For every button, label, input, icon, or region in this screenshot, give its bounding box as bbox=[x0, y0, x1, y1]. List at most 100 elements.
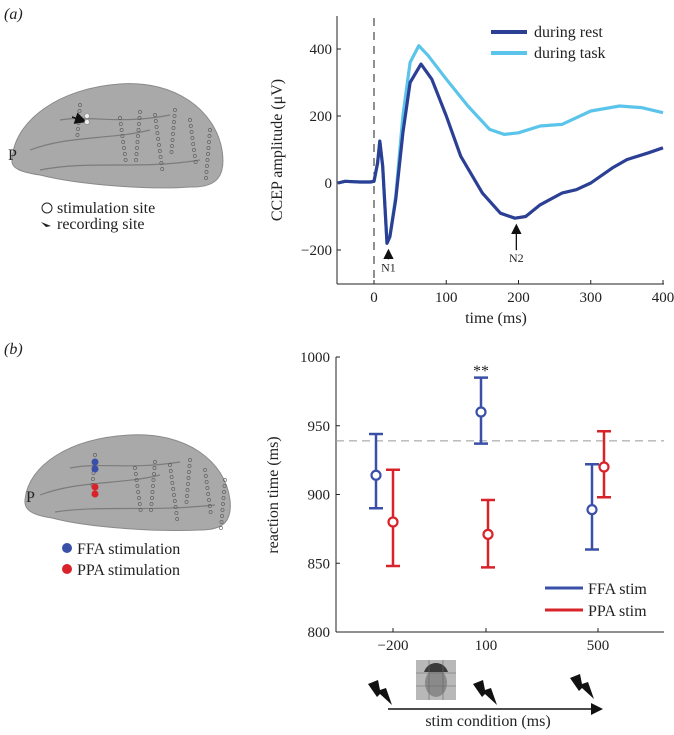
x-tick-label: 100 bbox=[475, 638, 498, 654]
x-tick-label: 300 bbox=[580, 290, 603, 306]
electrode-dot bbox=[220, 508, 225, 512]
electrode-dot bbox=[133, 472, 138, 476]
significance-marker: ** bbox=[473, 363, 489, 380]
y-tick-label: 400 bbox=[310, 42, 333, 58]
electrode-dot bbox=[206, 492, 211, 496]
electrode-dot bbox=[171, 126, 176, 130]
electrode-dot bbox=[136, 128, 141, 132]
electrode-dot bbox=[171, 132, 175, 136]
electrode-dot bbox=[136, 490, 141, 494]
x-tick-label: 400 bbox=[652, 290, 674, 306]
legend-recording-site: recording site bbox=[57, 216, 145, 233]
electrode-dot bbox=[193, 160, 198, 164]
electrode-dot bbox=[189, 130, 194, 134]
electrode-dot bbox=[184, 500, 189, 504]
electrode-dot bbox=[159, 161, 164, 165]
electrode-dot bbox=[190, 136, 195, 140]
error-bar-PPA-stim bbox=[597, 430, 611, 499]
electrode-dot bbox=[207, 134, 212, 138]
electrode-dot bbox=[120, 134, 125, 138]
electrode-dot bbox=[134, 152, 139, 156]
electrode-dot bbox=[93, 453, 97, 457]
electrode-dot bbox=[153, 113, 157, 117]
x-tick-label: 500 bbox=[587, 638, 610, 654]
electrode-dot bbox=[152, 466, 157, 470]
electrode-dot bbox=[156, 137, 161, 141]
electrode-dot bbox=[157, 149, 162, 153]
electrode-dot bbox=[208, 510, 213, 514]
panel-a-label: (a) bbox=[4, 6, 23, 23]
y-axis-label: reaction time (ms) bbox=[265, 436, 282, 553]
electrode-dot bbox=[136, 134, 140, 138]
electrode-dot bbox=[206, 146, 211, 150]
y-tick-label: 800 bbox=[308, 625, 331, 641]
electrode-dot bbox=[149, 502, 154, 506]
electrode-dot bbox=[185, 488, 190, 492]
face-image bbox=[416, 660, 456, 700]
data-point bbox=[370, 469, 382, 481]
electrode-dot bbox=[123, 158, 128, 162]
electrode-dot bbox=[137, 502, 142, 506]
electrode-dot bbox=[187, 470, 191, 474]
electrode-dot bbox=[172, 114, 177, 118]
electrode-dot bbox=[204, 170, 209, 174]
electrode-dot bbox=[119, 128, 124, 132]
electrode-dot bbox=[150, 490, 155, 494]
ccep-chart: 0 100 200 300 400 −200 0 200 400 CCEP amplitude … bbox=[269, 16, 674, 327]
open-circle-icon bbox=[41, 202, 53, 214]
electrode-dot bbox=[221, 496, 226, 500]
x-tick-label: 0 bbox=[370, 290, 378, 306]
y-tick-label: 950 bbox=[308, 419, 331, 435]
electrode-dot bbox=[172, 120, 176, 124]
error-bar-FFA-stim bbox=[474, 376, 488, 445]
electrode-dot bbox=[192, 148, 196, 152]
electrode-dot bbox=[222, 484, 227, 488]
x-tick-label: 200 bbox=[507, 290, 530, 306]
electrode-dot bbox=[135, 140, 140, 144]
lightning-icon bbox=[368, 680, 392, 705]
electrode-dot bbox=[169, 475, 174, 479]
error-bar-PPA-stim bbox=[481, 498, 495, 569]
electrode-dot bbox=[135, 484, 140, 488]
electrode-dot bbox=[137, 122, 141, 126]
electrode-dot bbox=[222, 490, 226, 494]
x-tick-label: 100 bbox=[435, 290, 458, 306]
electrode-dot bbox=[122, 152, 127, 156]
panel-b-label: (b) bbox=[4, 341, 23, 358]
electrode-dot bbox=[168, 469, 173, 473]
legend-label: FFA stim bbox=[588, 581, 647, 598]
electrode-dot bbox=[149, 508, 153, 512]
electrode-dot bbox=[205, 158, 210, 162]
electrode-dot bbox=[173, 108, 177, 112]
electrode-dot bbox=[185, 494, 189, 498]
electrode-dot bbox=[151, 484, 155, 488]
electrode-dot bbox=[186, 482, 190, 486]
electrode-dot bbox=[170, 138, 175, 142]
electrode-dot bbox=[137, 496, 141, 500]
electrode-dot bbox=[157, 143, 161, 147]
electrode-dot bbox=[206, 152, 210, 156]
series-line-during-rest bbox=[337, 62, 664, 245]
red-dot-icon bbox=[62, 564, 72, 574]
lightning-icon bbox=[570, 674, 594, 699]
legend-ppa-stimulation: PPA stimulation bbox=[77, 562, 180, 579]
electrode-dot bbox=[168, 463, 172, 467]
electrode-dot bbox=[133, 466, 137, 470]
x-tick-label: −200 bbox=[378, 638, 409, 654]
electrode-dot bbox=[205, 164, 209, 168]
electrode-dot bbox=[121, 140, 126, 144]
data-point bbox=[586, 504, 598, 516]
electrode-dot bbox=[170, 144, 174, 148]
electrode-dot bbox=[208, 128, 212, 132]
electrode-dot bbox=[134, 158, 138, 162]
data-point bbox=[475, 406, 487, 418]
timeline-label: stim condition (ms) bbox=[425, 713, 550, 730]
electrode-dot bbox=[154, 125, 159, 129]
y-tick-label: 0 bbox=[325, 176, 333, 192]
legend-label: during rest bbox=[534, 24, 603, 41]
annotation-N2: N2 bbox=[509, 251, 524, 265]
data-point bbox=[482, 528, 494, 540]
electrode-dot bbox=[138, 110, 142, 114]
error-bar-FFA-stim bbox=[369, 432, 383, 510]
